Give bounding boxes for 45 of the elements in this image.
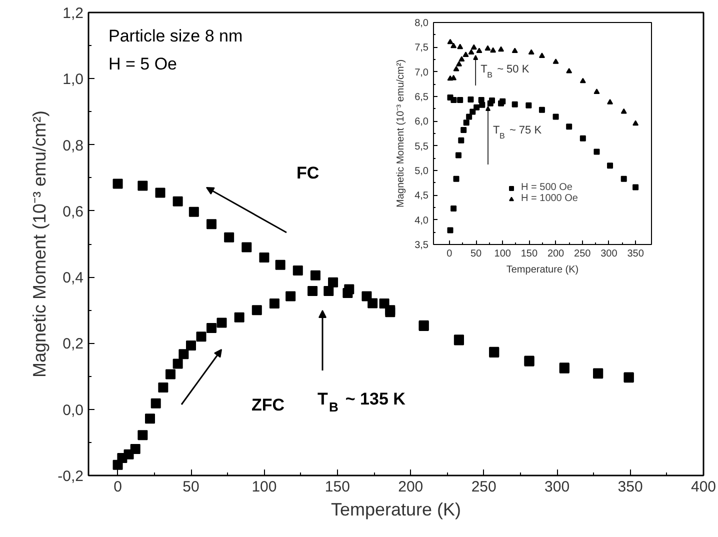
annotation: H = 5 Oe <box>108 54 178 74</box>
y-tick-label: 5,0 <box>414 166 429 177</box>
x-tick-label: 250 <box>574 248 592 260</box>
annotation: Particle size 8 nm <box>108 26 243 46</box>
y-tick-label: 0,2 <box>62 336 84 353</box>
x-tick-label: 0 <box>114 478 122 496</box>
legend-label: H = 500 Oe <box>521 182 572 193</box>
y-tick-label: 4,0 <box>414 215 429 226</box>
y-tick-label: 1,0 <box>62 71 84 88</box>
x-tick-label: 350 <box>618 478 643 496</box>
y-axis-title: Magnetic Moment (10⁻³ emu/cm²) <box>396 59 407 208</box>
annotation: ZFC <box>252 396 285 414</box>
x-tick-label: 350 <box>627 248 644 260</box>
x-tick-label: 150 <box>324 478 350 496</box>
x-tick-label: 200 <box>547 248 565 260</box>
x-tick-label: 50 <box>470 248 482 260</box>
legend-label: H = 1000 Oe <box>521 193 578 204</box>
y-tick-label: 3,5 <box>414 240 429 251</box>
x-tick-label: 400 <box>690 478 716 496</box>
y-tick-label: 6,0 <box>414 116 429 128</box>
x-tick-label: 100 <box>494 248 512 260</box>
y-tick-label: 4,5 <box>414 190 429 202</box>
y-tick-label: -0,2 <box>58 468 84 485</box>
y-tick-label: 7,5 <box>414 42 429 54</box>
y-tick-label: 8,0 <box>414 18 429 29</box>
x-tick-label: 250 <box>471 478 496 496</box>
y-tick-label: 6,5 <box>414 92 429 103</box>
y-tick-label: 0,4 <box>62 270 84 287</box>
y-axis-title: Magnetic Moment (10⁻³ emu/cm²) <box>30 110 50 378</box>
x-tick-label: 0 <box>446 248 453 260</box>
annotation: FC <box>296 164 320 182</box>
y-tick-label: 0,8 <box>62 137 84 154</box>
x-tick-label: 50 <box>182 478 200 496</box>
y-tick-label: 7,0 <box>414 67 429 78</box>
y-tick-label: 0,6 <box>62 203 84 220</box>
x-tick-label: 200 <box>398 478 424 496</box>
y-tick-label: 5,5 <box>414 141 429 152</box>
x-tick-label: 150 <box>520 248 538 260</box>
x-axis-title: Temperature (K) <box>330 500 462 520</box>
y-tick-label: 0,0 <box>62 402 84 419</box>
x-tick-label: 300 <box>544 478 570 496</box>
y-tick-label: 1,2 <box>62 5 84 22</box>
x-tick-label: 300 <box>600 248 618 260</box>
x-tick-label: 100 <box>252 478 277 496</box>
x-axis-title: Temperature (K) <box>506 264 579 276</box>
